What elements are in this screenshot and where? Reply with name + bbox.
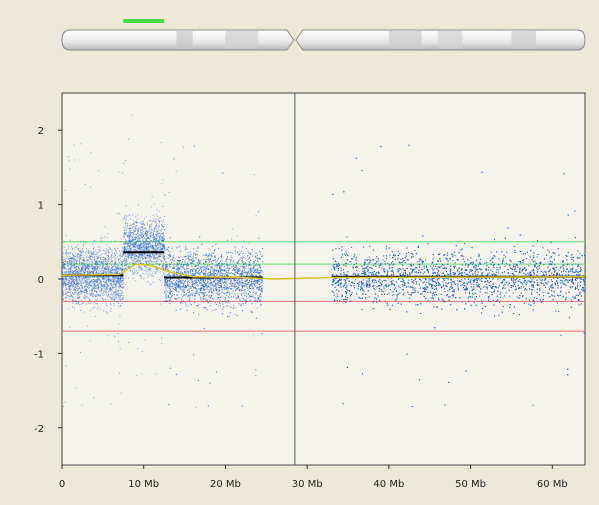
x-tick-label: 20 Mb <box>210 479 241 490</box>
y-tick-label: 2 <box>38 126 44 137</box>
chromosome-band <box>225 31 259 49</box>
x-tick-label: 60 Mb <box>537 479 568 490</box>
x-tick-label: 10 Mb <box>128 479 159 490</box>
smoothed-trend-line <box>61 263 586 280</box>
x-tick-label: 50 Mb <box>455 479 486 490</box>
chromosome-band <box>176 31 193 49</box>
chromosome-band <box>388 31 422 49</box>
y-tick-label: 0 <box>38 275 44 286</box>
x-tick-label: 30 Mb <box>292 479 323 490</box>
plot-area <box>61 92 586 466</box>
y-tick-label: -1 <box>34 349 44 360</box>
y-tick-label: -2 <box>34 424 44 435</box>
probe-point-cloud <box>331 144 586 408</box>
region-highlight-marker <box>123 19 165 23</box>
chromosome-ideogram <box>61 19 586 51</box>
x-tick-label: 40 Mb <box>373 479 404 490</box>
probe-point-cloud <box>62 143 125 407</box>
axes: 0 10 Mb 20 Mb 30 Mb 40 Mb 50 Mb 60 Mb 2 1 0 -1 -2 <box>34 126 568 490</box>
chromosome-band <box>437 31 463 49</box>
segments <box>61 251 586 280</box>
chromosome-band <box>511 31 536 49</box>
y-tick-label: 1 <box>38 201 44 212</box>
probe-points <box>62 114 586 408</box>
x-tick-label: 0 <box>59 479 65 490</box>
